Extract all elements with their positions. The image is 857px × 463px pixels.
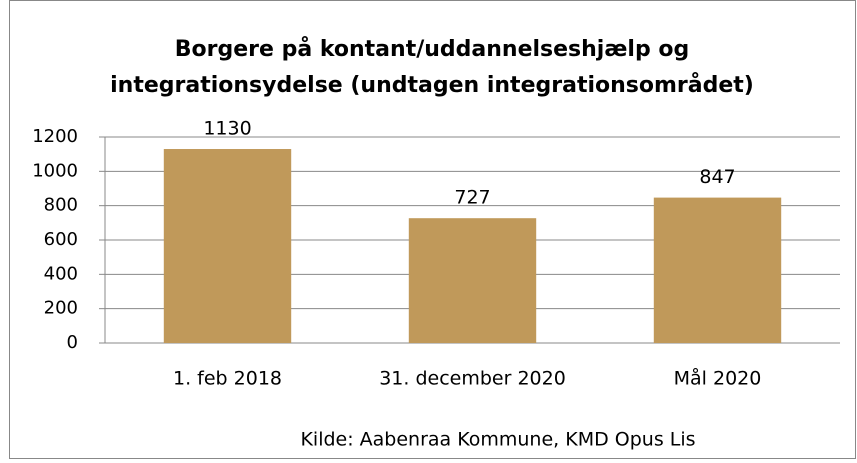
y-tick-label: 200 xyxy=(44,298,78,319)
y-tick-label: 0 xyxy=(67,332,78,353)
data-label: 727 xyxy=(454,187,490,209)
bar xyxy=(163,149,292,343)
y-tick-label: 800 xyxy=(44,195,78,216)
bar xyxy=(408,218,537,343)
data-label: 1130 xyxy=(203,118,251,140)
x-tick-label: Mål 2020 xyxy=(674,367,762,390)
y-tick-label: 1200 xyxy=(32,126,78,147)
chart-title: Borgere på kontant/uddannelseshjælp og in… xyxy=(110,36,754,98)
x-tick-label: 1. feb 2018 xyxy=(173,368,282,390)
y-tick-label: 400 xyxy=(44,263,78,284)
x-tick-label: 31. december 2020 xyxy=(379,368,566,390)
y-tick-label: 600 xyxy=(44,229,78,250)
y-tick-label: 1000 xyxy=(32,160,78,181)
source-note: Kilde: Aabenraa Kommune, KMD Opus Lis xyxy=(300,429,695,451)
data-label: 847 xyxy=(699,166,735,188)
bar xyxy=(653,197,782,343)
